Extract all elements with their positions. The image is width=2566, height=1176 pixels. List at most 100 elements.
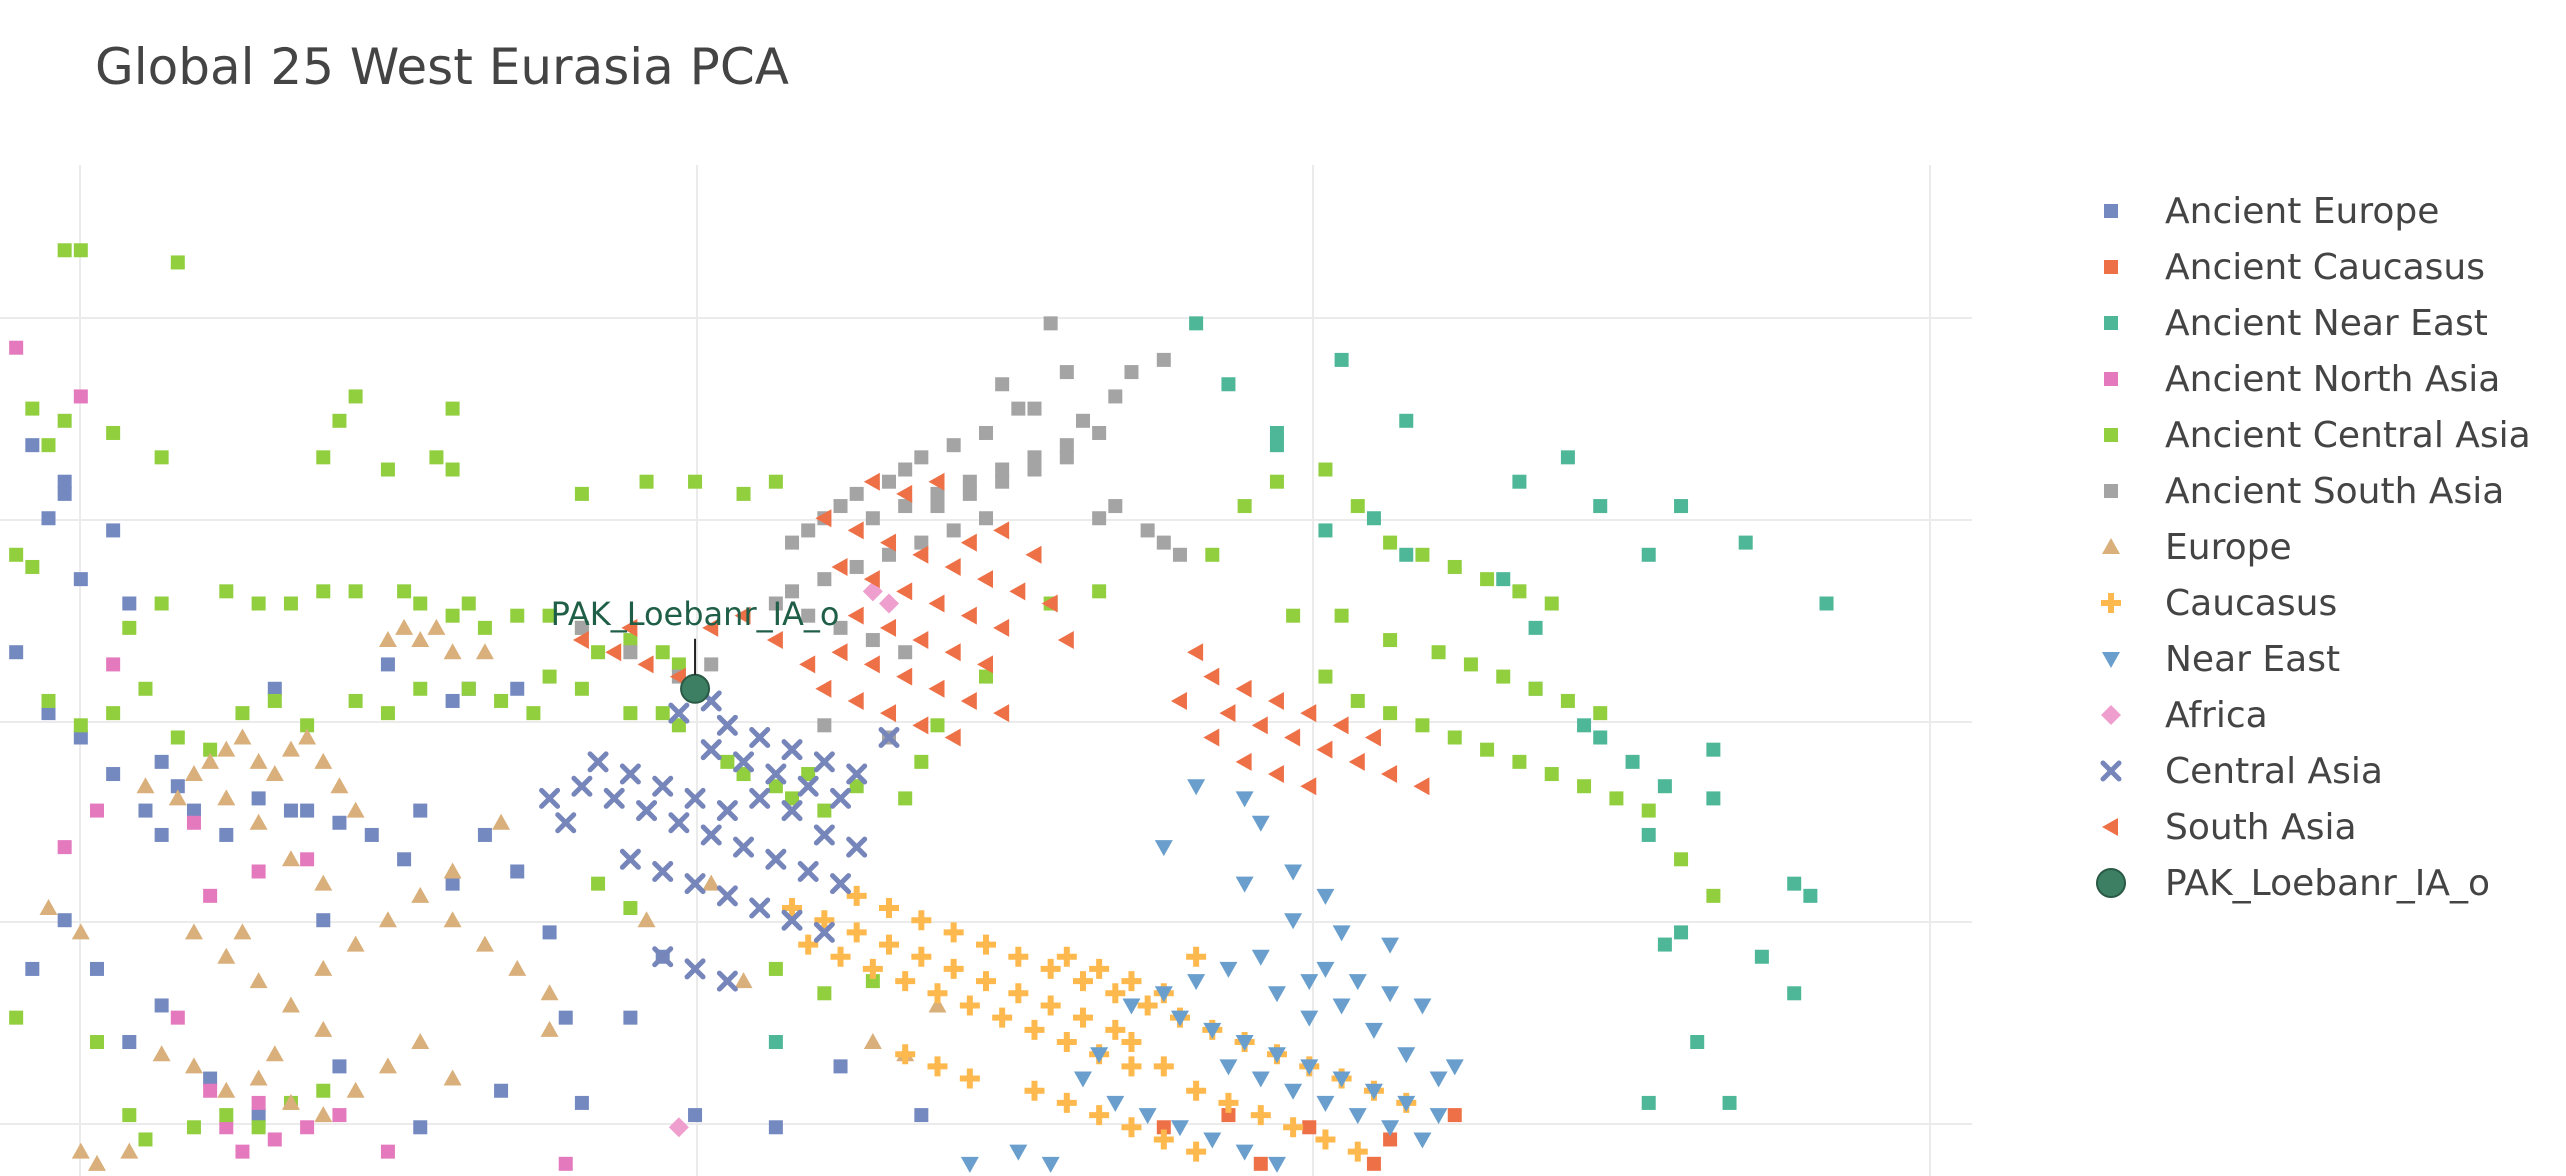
data-point-south-asia[interactable]: [734, 606, 751, 625]
data-point-caucasus[interactable]: [1137, 995, 1158, 1016]
data-point-ancient-central-asia[interactable]: [1269, 474, 1284, 489]
data-point-ancient-near-east[interactable]: [1787, 876, 1802, 891]
legend-marker-near-east[interactable]: [2102, 652, 2120, 668]
data-point-ancient-central-asia[interactable]: [574, 486, 589, 501]
data-point-ancient-europe[interactable]: [57, 486, 72, 501]
data-point-ancient-near-east[interactable]: [1657, 779, 1672, 794]
data-point-south-asia[interactable]: [1348, 752, 1365, 771]
data-point-ancient-central-asia[interactable]: [267, 693, 282, 708]
data-point-ancient-north-asia[interactable]: [235, 1144, 250, 1159]
data-point-ancient-north-asia[interactable]: [219, 1120, 234, 1135]
data-point-ancient-central-asia[interactable]: [1286, 608, 1301, 623]
data-point-caucasus[interactable]: [846, 922, 867, 943]
data-point-ancient-near-east[interactable]: [1593, 730, 1608, 745]
data-point-south-asia[interactable]: [815, 509, 832, 528]
data-point-ancient-europe[interactable]: [445, 876, 460, 891]
data-point-ancient-north-asia[interactable]: [251, 1095, 266, 1110]
data-point-europe[interactable]: [314, 752, 333, 769]
data-point-europe[interactable]: [233, 923, 252, 940]
data-point-south-asia[interactable]: [799, 655, 816, 674]
data-point-south-asia[interactable]: [1235, 752, 1252, 771]
data-point-europe[interactable]: [508, 959, 527, 976]
data-point-caucasus[interactable]: [1072, 1007, 1093, 1028]
data-point-near-east[interactable]: [1397, 1047, 1416, 1064]
data-point-ancient-central-asia[interactable]: [316, 1083, 331, 1098]
data-point-caucasus[interactable]: [927, 1056, 948, 1077]
data-point-central-asia[interactable]: [846, 763, 868, 785]
data-point-ancient-central-asia[interactable]: [73, 243, 88, 258]
data-point-south-asia[interactable]: [766, 631, 783, 650]
data-point-europe[interactable]: [249, 1069, 268, 1086]
data-point-caucasus[interactable]: [1072, 971, 1093, 992]
data-point-ancient-europe[interactable]: [510, 681, 525, 696]
data-point-south-asia[interactable]: [944, 557, 961, 576]
data-point-ancient-central-asia[interactable]: [154, 596, 169, 611]
data-point-ancient-south-asia[interactable]: [1075, 413, 1090, 428]
data-point-europe[interactable]: [443, 1069, 462, 1086]
data-point-ancient-europe[interactable]: [154, 754, 169, 769]
data-point-ancient-near-east[interactable]: [1738, 535, 1753, 550]
data-point-europe[interactable]: [346, 935, 365, 952]
data-point-europe[interactable]: [249, 752, 268, 769]
data-point-ancient-central-asia[interactable]: [930, 718, 945, 733]
data-point-europe[interactable]: [71, 923, 90, 940]
data-point-caucasus[interactable]: [1283, 1117, 1304, 1138]
legend-marker-africa[interactable]: [2101, 705, 2121, 725]
data-point-ancient-europe[interactable]: [623, 1010, 638, 1025]
data-point-ancient-europe[interactable]: [122, 1035, 137, 1050]
data-point-europe[interactable]: [120, 1142, 139, 1159]
data-point-near-east[interactable]: [1300, 1010, 1319, 1027]
data-point-ancient-central-asia[interactable]: [235, 706, 250, 721]
data-point-europe[interactable]: [281, 996, 300, 1013]
data-point-ancient-south-asia[interactable]: [1140, 523, 1155, 538]
data-point-ancient-near-east[interactable]: [1722, 1095, 1737, 1110]
data-point-ancient-south-asia[interactable]: [849, 559, 864, 574]
legend-marker-ancient-europe[interactable]: [2104, 204, 2118, 218]
data-point-ancient-central-asia[interactable]: [1350, 693, 1365, 708]
data-point-ancient-north-asia[interactable]: [300, 852, 315, 867]
data-point-near-east[interactable]: [1106, 1095, 1125, 1112]
data-point-caucasus[interactable]: [959, 995, 980, 1016]
data-point-europe[interactable]: [411, 886, 430, 903]
data-point-europe[interactable]: [702, 874, 721, 891]
data-point-caucasus[interactable]: [814, 910, 835, 931]
legend-item-ancient-central-asia[interactable]: Ancient Central Asia: [2085, 407, 2531, 463]
data-point-ancient-central-asia[interactable]: [914, 754, 929, 769]
data-point-caucasus[interactable]: [846, 885, 867, 906]
data-point-europe[interactable]: [184, 765, 203, 782]
data-point-south-asia[interactable]: [993, 704, 1010, 723]
data-point-ancient-central-asia[interactable]: [655, 645, 670, 660]
data-point-central-asia[interactable]: [668, 812, 690, 834]
data-point-caucasus[interactable]: [976, 934, 996, 955]
data-point-near-east[interactable]: [1090, 1047, 1109, 1064]
data-point-europe[interactable]: [314, 874, 333, 891]
data-point-ancient-central-asia[interactable]: [413, 681, 428, 696]
data-point-ancient-central-asia[interactable]: [785, 791, 800, 806]
data-point-south-asia[interactable]: [847, 521, 864, 540]
data-point-caucasus[interactable]: [1315, 1129, 1336, 1150]
data-point-near-east[interactable]: [1009, 1144, 1028, 1161]
data-point-ancient-europe[interactable]: [122, 596, 137, 611]
data-point-ancient-central-asia[interactable]: [445, 401, 460, 416]
data-point-ancient-central-asia[interactable]: [1318, 669, 1333, 684]
data-point-ancient-near-east[interactable]: [1512, 474, 1527, 489]
data-point-south-asia[interactable]: [1009, 582, 1026, 601]
data-point-ancient-central-asia[interactable]: [1512, 584, 1527, 599]
data-point-ancient-caucasus[interactable]: [1447, 1108, 1462, 1123]
data-point-europe[interactable]: [443, 911, 462, 928]
data-point-ancient-central-asia[interactable]: [1447, 730, 1462, 745]
data-point-south-asia[interactable]: [1267, 765, 1284, 784]
data-point-south-asia[interactable]: [880, 533, 897, 552]
data-point-central-asia[interactable]: [652, 946, 674, 968]
legend-marker-ancient-near-east[interactable]: [2104, 316, 2118, 330]
data-point-south-asia[interactable]: [1381, 765, 1398, 784]
data-point-ancient-europe[interactable]: [219, 827, 234, 842]
data-point-south-asia[interactable]: [960, 606, 977, 625]
data-point-caucasus[interactable]: [1121, 1056, 1142, 1077]
data-point-caucasus[interactable]: [895, 971, 916, 992]
data-point-near-east[interactable]: [1219, 961, 1238, 978]
data-point-ancient-central-asia[interactable]: [1560, 693, 1575, 708]
data-point-ancient-south-asia[interactable]: [914, 450, 929, 465]
data-point-central-asia[interactable]: [749, 787, 771, 809]
data-point-europe[interactable]: [540, 1020, 559, 1037]
